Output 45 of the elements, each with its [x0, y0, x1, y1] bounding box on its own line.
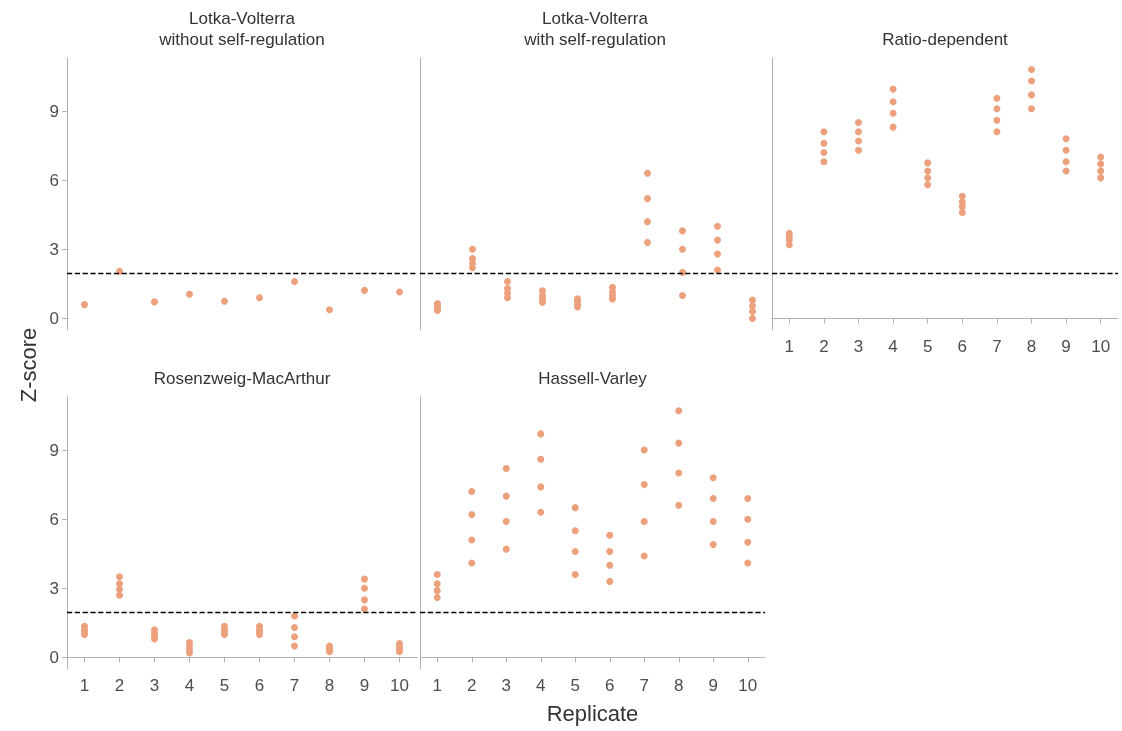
y-tick-label: 0 — [49, 647, 59, 667]
x-tick-label: 7 — [639, 676, 649, 695]
x-tick-label: 3 — [853, 337, 864, 356]
x-tick-label: 2 — [114, 676, 125, 695]
x-tick-label: 1 — [79, 676, 90, 695]
x-tick-label: 3 — [501, 676, 511, 695]
y-tick-label: 9 — [49, 101, 59, 121]
y-tick-label: 6 — [49, 509, 59, 529]
x-tick-label: 2 — [467, 676, 477, 695]
y-tick-label: 3 — [49, 578, 59, 598]
x-tick-label: 10 — [1091, 337, 1111, 356]
x-tick-label: 9 — [359, 676, 370, 695]
x-tick-label: 5 — [219, 676, 230, 695]
x-tick-label: 4 — [184, 676, 195, 695]
chart-title: Hassell-Varley — [538, 369, 648, 388]
y-tick-label: 0 — [49, 308, 59, 328]
x-tick-label: 7 — [992, 337, 1002, 356]
y-tick-label: 6 — [49, 170, 59, 190]
chart-title: Lotka-Volterra with self-regulation — [523, 9, 666, 49]
x-tick-label: 4 — [536, 676, 546, 695]
x-tick-label: 6 — [957, 337, 968, 356]
y-tick-label: 9 — [49, 440, 59, 460]
x-tick-label: 4 — [888, 337, 898, 356]
x-tick-label: 8 — [324, 676, 335, 695]
x-tick-label: 1 — [432, 676, 442, 695]
chart-title: Ratio-dependent — [882, 30, 1009, 49]
x-tick-label: 9 — [708, 676, 718, 695]
chart-title: Rosenzweig-MacArthur — [153, 369, 331, 388]
x-tick-label: 8 — [674, 676, 684, 695]
x-axis-title: Replicate — [546, 700, 639, 726]
x-tick-label: 10 — [390, 676, 409, 695]
x-tick-label: 1 — [784, 337, 795, 356]
x-tick-label: 2 — [819, 337, 829, 356]
x-tick-label: 10 — [738, 676, 758, 695]
y-axis-title: Z-score — [15, 327, 41, 403]
x-tick-label: 8 — [1026, 337, 1037, 356]
x-tick-label: 5 — [570, 676, 580, 695]
x-tick-label: 5 — [922, 337, 933, 356]
y-tick-label: 3 — [49, 239, 59, 259]
chart-title: Lotka-Volterra without self-regulation — [158, 9, 325, 49]
x-tick-label: 6 — [254, 676, 265, 695]
x-tick-label: 7 — [289, 676, 300, 695]
x-tick-label: 6 — [605, 676, 615, 695]
x-tick-label: 9 — [1061, 337, 1071, 356]
x-tick-label: 3 — [149, 676, 160, 695]
